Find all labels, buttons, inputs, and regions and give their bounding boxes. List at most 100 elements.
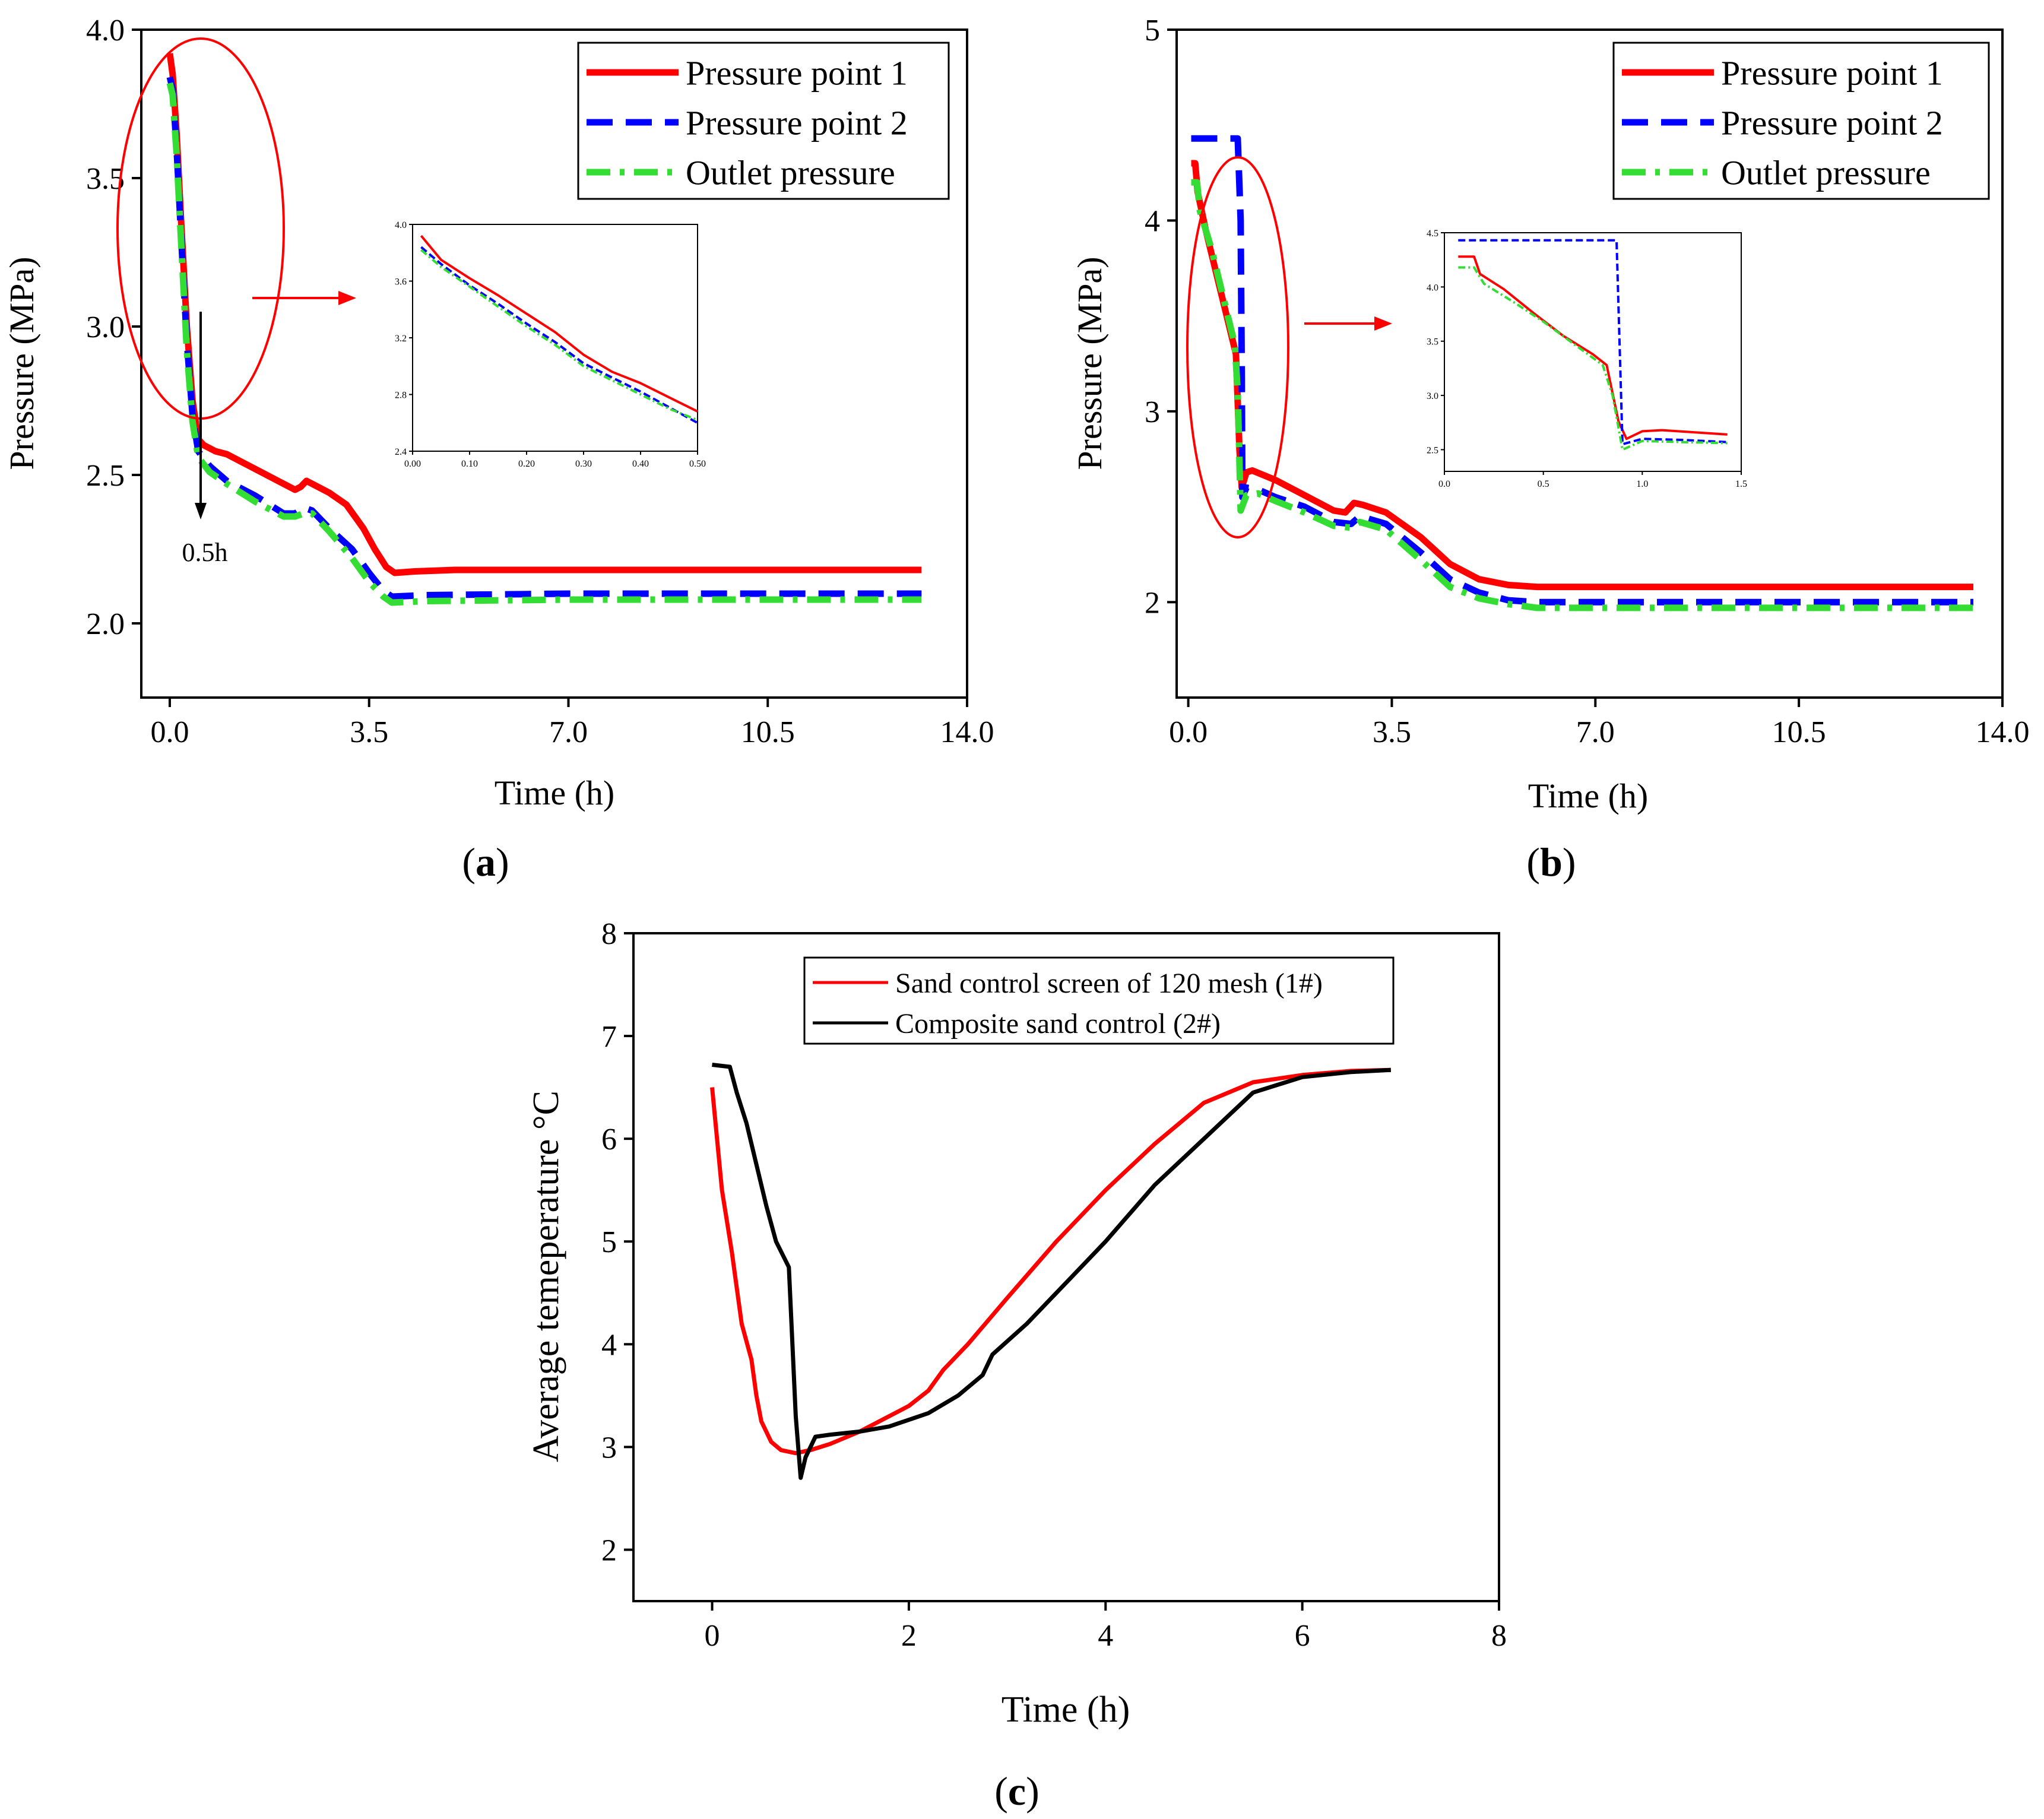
inset-frame bbox=[412, 224, 698, 452]
inset-y-tick-label: 3.0 bbox=[1427, 391, 1438, 401]
inset-y-tick-label: 3.5 bbox=[1427, 337, 1438, 347]
inset-y-tick-label: 4.5 bbox=[1427, 229, 1438, 239]
x-tick-label: 14.0 bbox=[940, 715, 994, 749]
panel-label-close: ) bbox=[496, 839, 509, 885]
inset-x-tick-label: 0.00 bbox=[404, 459, 421, 469]
panel-label-open: ( bbox=[462, 839, 476, 885]
inset-x-tick-label: 0.20 bbox=[518, 459, 535, 469]
y-tick-label: 4.0 bbox=[86, 14, 125, 47]
inset-x-tick-label: 0.5 bbox=[1538, 479, 1549, 489]
y-tick-label: 4 bbox=[1145, 204, 1160, 238]
inset-y-tick-label: 2.5 bbox=[1427, 445, 1438, 455]
y-tick-label: 2.0 bbox=[86, 607, 125, 641]
panel-label-open: ( bbox=[1526, 839, 1540, 885]
inset-series-line-1 bbox=[420, 234, 698, 413]
panel-label-close: ) bbox=[1563, 839, 1576, 885]
y-tick-label: 3 bbox=[601, 1431, 617, 1465]
panel-b: 0.0 3.5 7.0 10.5 14.0 2 3 4 5 Time (h) Pressure (M… bbox=[1070, 14, 2030, 885]
panel-letter: a bbox=[476, 839, 496, 885]
y-tick-label: 2.5 bbox=[86, 459, 125, 493]
x-tick-label: 10.5 bbox=[741, 715, 795, 749]
y-tick-label: 4 bbox=[601, 1328, 617, 1362]
inset-x-tick-label: 0.10 bbox=[461, 459, 478, 469]
x-tick-label: 8 bbox=[1491, 1619, 1507, 1653]
zoom-arrow-head bbox=[338, 291, 356, 305]
inset-y-tick-label: 4.0 bbox=[1427, 283, 1438, 293]
legend-label: Outlet pressure bbox=[686, 153, 895, 192]
inset-y-tick-label: 4.0 bbox=[395, 220, 407, 230]
y-tick-label: 6 bbox=[601, 1123, 617, 1156]
inset-x-tick-label: 1.5 bbox=[1735, 479, 1747, 489]
y-tick-label: 3.0 bbox=[86, 310, 125, 344]
y-tick-label: 3 bbox=[1145, 395, 1160, 429]
panel-letter: b bbox=[1540, 839, 1563, 885]
legend-label: Sand control screen of 120 mesh (1#) bbox=[895, 968, 1323, 999]
series-line-2 bbox=[1191, 135, 1973, 606]
inset-y-tick-label: 2.4 bbox=[395, 447, 407, 457]
x-tick-label: 7.0 bbox=[549, 715, 588, 749]
inset-x-tick-label: 0.0 bbox=[1438, 479, 1450, 489]
inset-y-tick-label: 3.2 bbox=[395, 334, 407, 344]
x-tick-label: 6 bbox=[1295, 1619, 1310, 1653]
inset-chart: 0.00 0.10 0.20 0.30 0.40 0.50 2.4 2.8 3.2 3.6 4.0 bbox=[395, 220, 706, 469]
inset-y-tick-label: 3.6 bbox=[395, 277, 407, 287]
inset-series-line-2 bbox=[420, 246, 698, 424]
plot-frame bbox=[1175, 28, 2004, 699]
x-axis-label: Time (h) bbox=[1528, 777, 1649, 815]
panel-c: 0 2 4 6 8 2 3 4 5 6 7 8 Time (h) Average temeperature… bbox=[526, 917, 1507, 1814]
inset-x-tick-label: 0.30 bbox=[575, 459, 592, 469]
legend-label: Composite sand control (2#) bbox=[895, 1008, 1221, 1040]
inset-series-line-1 bbox=[1458, 255, 1728, 441]
x-axis-label: Time (h) bbox=[495, 774, 615, 812]
legend-box bbox=[803, 956, 1395, 1045]
highlight-ellipse bbox=[1186, 156, 1289, 538]
y-axis-label: Average temeperature °C bbox=[526, 1091, 566, 1462]
legend-label: Outlet pressure bbox=[1721, 153, 1931, 192]
inset-x-tick-label: 0.40 bbox=[632, 459, 649, 469]
panel-label: (c) bbox=[994, 1769, 1040, 1814]
legend-label: Pressure point 2 bbox=[1721, 103, 1943, 142]
y-tick-label: 5 bbox=[601, 1225, 617, 1259]
panel-label: (a) bbox=[462, 839, 509, 885]
inset-series-line-3 bbox=[1458, 266, 1728, 451]
inset-frame bbox=[1444, 232, 1742, 472]
panel-label-close: ) bbox=[1026, 1769, 1040, 1814]
x-tick-label: 3.5 bbox=[1373, 715, 1411, 749]
y-tick-label: 8 bbox=[601, 917, 617, 951]
panel-label-open: ( bbox=[994, 1769, 1008, 1814]
legend-label: Pressure point 1 bbox=[686, 53, 908, 92]
series-line-3 bbox=[166, 82, 922, 606]
inset-x-tick-label: 1.0 bbox=[1636, 479, 1648, 489]
panel-label: (b) bbox=[1526, 839, 1576, 885]
series-line-1 bbox=[710, 1067, 1391, 1456]
x-tick-label: 0.0 bbox=[1169, 715, 1208, 749]
x-tick-label: 2 bbox=[901, 1619, 917, 1653]
y-tick-label: 2 bbox=[1145, 586, 1160, 620]
inset-chart: 0.0 0.5 1.0 1.5 2.5 3.0 3.5 4.0 4.5 bbox=[1427, 229, 1747, 489]
x-tick-label: 0 bbox=[705, 1619, 720, 1653]
inset-series-line-2 bbox=[1458, 239, 1728, 446]
x-axis-label: Time (h) bbox=[1002, 1690, 1130, 1730]
y-axis-label: Pressure (MPa) bbox=[2, 256, 41, 470]
panel-letter: c bbox=[1008, 1769, 1026, 1814]
y-tick-label: 7 bbox=[601, 1020, 617, 1054]
y-tick-label: 2 bbox=[601, 1533, 617, 1567]
x-tick-label: 3.5 bbox=[350, 715, 388, 749]
annotation-label: 0.5h bbox=[182, 538, 228, 567]
inset-y-tick-label: 2.8 bbox=[395, 391, 407, 401]
legend-label: Pressure point 1 bbox=[1721, 53, 1943, 92]
inset-series-line-3 bbox=[420, 249, 698, 422]
legend-label: Pressure point 2 bbox=[686, 103, 908, 142]
series-line-3 bbox=[1191, 179, 1973, 611]
plot-frame bbox=[632, 932, 1500, 1602]
inset-x-tick-label: 0.50 bbox=[689, 459, 706, 469]
annotation-arrow-head bbox=[195, 503, 207, 519]
x-tick-label: 0.0 bbox=[150, 715, 189, 749]
x-tick-label: 7.0 bbox=[1576, 715, 1615, 749]
series-line-2 bbox=[712, 1063, 1391, 1480]
x-tick-label: 4 bbox=[1098, 1619, 1113, 1653]
y-tick-label: 5 bbox=[1145, 14, 1160, 47]
x-tick-label: 14.0 bbox=[1976, 715, 2030, 749]
